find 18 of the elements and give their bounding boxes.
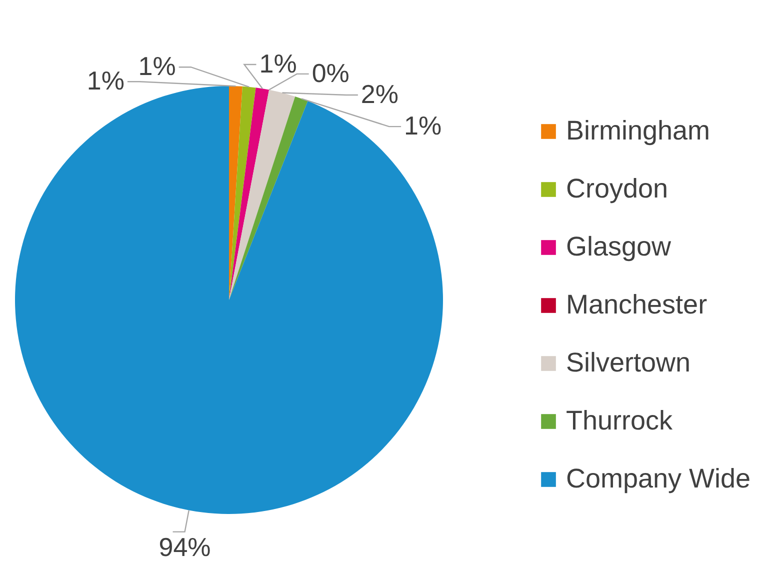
legend-label: Croydon bbox=[566, 174, 668, 204]
pie-slice bbox=[229, 90, 296, 300]
legend-label: Thurrock bbox=[566, 406, 674, 436]
data-label: 2% bbox=[360, 79, 399, 110]
pie-slice bbox=[229, 88, 270, 300]
legend-label: Manchester bbox=[566, 290, 708, 320]
data-label: 94% bbox=[158, 532, 211, 562]
data-label: 1% bbox=[259, 48, 297, 78]
legend-label: Company Wide bbox=[566, 464, 751, 494]
pie-slice bbox=[229, 86, 256, 300]
legend-label: Birmingham bbox=[566, 116, 710, 146]
data-label: 1% bbox=[404, 110, 442, 141]
legend-label: Silvertown bbox=[566, 348, 691, 378]
text: 0% bbox=[312, 58, 350, 88]
data-label: 1% bbox=[86, 66, 124, 96]
data-label: 1% bbox=[138, 51, 176, 82]
pie-slice bbox=[229, 96, 308, 300]
legend-label: Glasgow bbox=[566, 232, 672, 262]
